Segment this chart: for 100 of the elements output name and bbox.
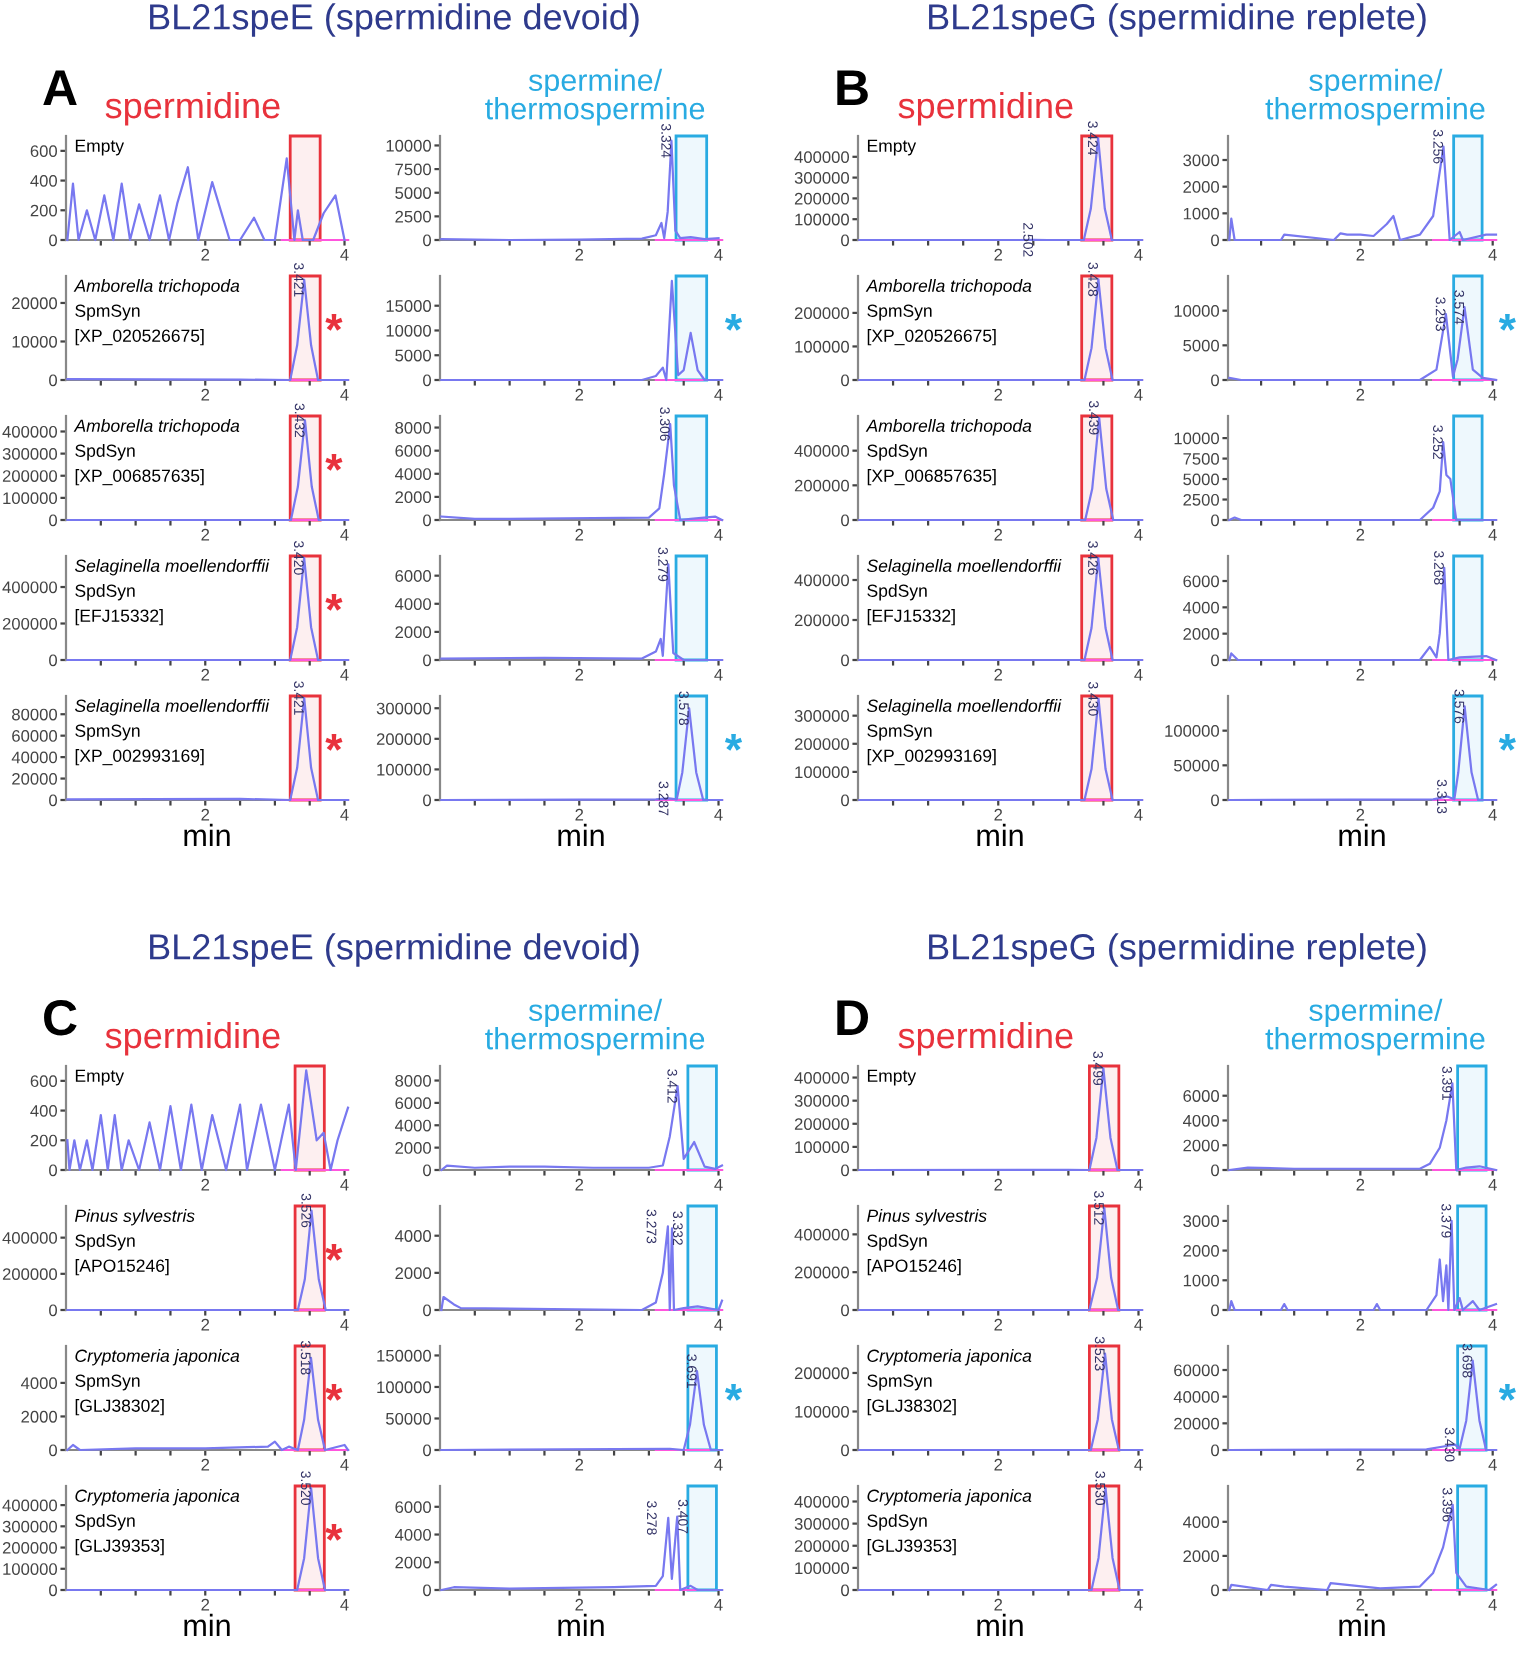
x-tick-label: 4 [1134,248,1143,261]
x-tick-label: 4 [340,1178,349,1191]
y-tick-label: 100000 [795,1405,850,1418]
x-tick-label: 4 [1488,1318,1497,1331]
x-tick-label: 2 [994,1318,1003,1331]
x-tick-label: 2 [575,528,584,541]
x-tick-label: 2 [575,248,584,261]
y-tick-label: 0 [423,654,432,667]
y-tick-label: 100000 [3,492,58,505]
y-tick-label: 400000 [794,574,850,587]
y-tick-label: 6000 [395,445,432,457]
y-tick-label: 4000 [20,1377,58,1390]
y-tick-label: 400000 [794,445,850,457]
x-tick-label: 4 [340,1598,349,1611]
y-tick-label: 2000 [395,626,432,639]
x-tick-label: 4 [714,1318,723,1331]
y-tick-label: 200000 [794,307,850,320]
x-tick-label: 4 [340,668,349,681]
y-tick-label: 50000 [385,1412,432,1425]
y-tick-label: 2000 [1183,628,1220,640]
x-tick-label: 4 [340,528,349,541]
x-tick-label: 4 [340,1458,349,1471]
y-tick-label: 10000 [386,324,432,337]
x-tick-label: 2 [201,388,210,401]
y-tick-label: 6000 [395,570,432,582]
y-tick-label: 2000 [395,1142,432,1154]
text: B [837,70,868,105]
x-tick-label: 4 [1488,248,1497,261]
x-tick-label: 2 [575,1458,584,1471]
y-tick-label: 200000 [2,470,58,482]
chart-subtitle: spermine/ thermospermine [485,998,705,1056]
y-tick-label: 400000 [2,1499,58,1512]
x-tick-label: 2 [994,668,1003,681]
x-tick-label: 2 [1356,528,1365,541]
x-tick-label: 2 [1356,1598,1365,1611]
y-tick-label: 5000 [395,349,432,362]
y-tick-label: 4000 [394,598,432,610]
x-tick-label: 2 [201,528,210,541]
x-tick-label: 2 [201,1318,210,1331]
x-tick-label: 4 [714,808,723,821]
x-tick-label: 4 [1488,528,1497,541]
y-tick-label: 300000 [376,702,432,715]
y-tick-label: 100000 [377,1381,432,1394]
x-tick-label: 4 [714,248,723,261]
x-tick-label: 4 [714,528,723,541]
x-tick-label: 4 [1488,1458,1497,1471]
y-tick-label: 400 [30,174,58,187]
text: Selaginella moellendorffii SpmSyn [XP_002993169] [867,699,1062,766]
chart-title: Empty [867,1069,917,1086]
y-tick-label: 60000 [12,730,58,742]
x-tick-label: 4 [1488,1178,1497,1191]
y-tick-label: 0 [49,1584,58,1597]
y-tick-label: 0 [1211,1304,1220,1317]
y-tick-label: 10000 [386,139,432,152]
x-tick-label: 2 [994,1458,1003,1471]
text: * [1498,734,1516,751]
y-tick-label: 0 [841,654,850,667]
y-tick-label: 200000 [2,617,58,630]
y-tick-label: 100000 [795,340,850,353]
x-tick-label: 4 [1134,1458,1143,1471]
y-tick-label: 400000 [2,581,58,594]
chart-title: Empty [75,139,125,156]
x-tick-label: 2 [201,248,210,261]
y-tick-label: 0 [49,1304,58,1317]
x-tick-label: 2 [201,1458,210,1471]
y-tick-label: 0 [49,514,58,527]
y-tick-label: 0 [1211,1584,1220,1597]
y-tick-label: 100000 [795,213,850,226]
y-tick-label: 200000 [794,479,850,492]
y-tick-label: 4000 [394,1119,432,1132]
y-tick-label: 400000 [794,151,850,163]
y-tick-label: 0 [49,1444,58,1457]
y-tick-label: 200000 [794,192,850,205]
x-tick-label: 2 [575,1178,584,1191]
y-tick-label: 0 [1211,1444,1220,1457]
x-tick-label: 2 [575,1318,584,1331]
annotation: * [325,454,343,471]
y-tick-label: 0 [841,234,850,247]
chart-subtitle: spermidine [105,91,280,126]
x-axis-title: min [558,1613,604,1637]
chart-subtitle: spermine/ thermospermine [1265,68,1485,126]
y-tick-label: 0 [1211,234,1220,247]
x-tick-label: 4 [340,388,349,401]
y-tick-label: 0 [423,794,432,807]
x-tick-label: 2 [201,1598,210,1611]
chart-subtitle: spermine/ thermospermine [1265,998,1485,1056]
y-tick-label: 100000 [1165,725,1220,737]
y-tick-label: 0 [1211,1164,1220,1177]
annotation: * [325,734,343,751]
y-tick-label: 0 [423,1164,432,1177]
y-tick-label: 0 [423,234,432,247]
text: Amborella trichopoda SpmSyn [XP_020526675] [865,279,1032,346]
x-tick-label: 2 [994,528,1003,541]
y-tick-label: 2500 [1183,493,1220,506]
y-tick-label: 6000 [395,1097,432,1110]
y-tick-label: 40000 [11,751,58,764]
text: * [1498,314,1516,331]
x-tick-label: 2 [1356,668,1365,681]
x-tick-label: 4 [1134,388,1143,401]
y-tick-label: 7500 [395,163,432,176]
